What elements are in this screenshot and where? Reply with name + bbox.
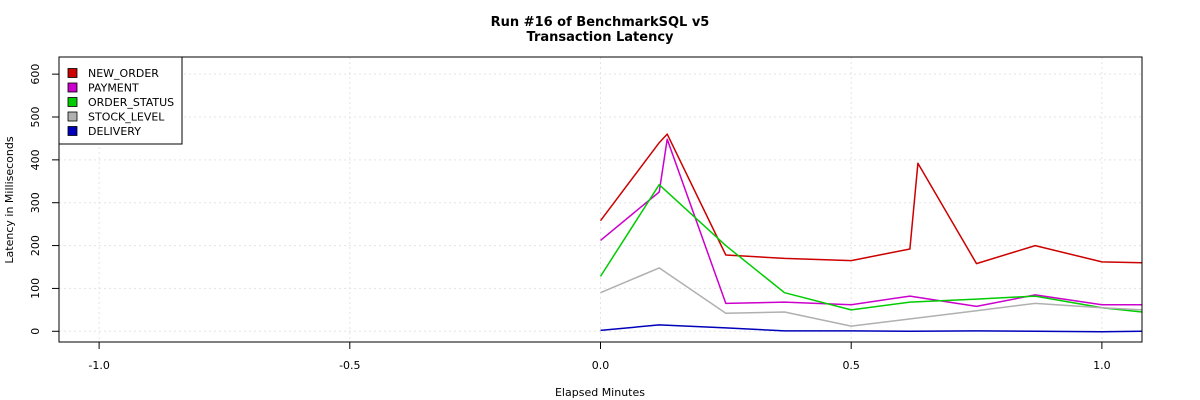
x-tick-label: 0.0 [592, 359, 610, 372]
legend-swatch-payment [67, 82, 78, 93]
legend-swatch-new-order [67, 68, 78, 78]
y-tick-label: 100 [29, 278, 42, 299]
x-axis-label: Elapsed Minutes [555, 386, 645, 399]
grid [59, 57, 1142, 342]
legend-label-order-status: ORDER_STATUS [88, 96, 174, 109]
y-tick-label: 200 [29, 235, 42, 256]
y-tick-label: 400 [29, 149, 42, 170]
y-axis-label: Latency in Milliseconds [3, 136, 16, 263]
y-tick-label: 500 [29, 107, 42, 128]
legend-swatch-order-status [67, 97, 78, 107]
series-line-new-order [599, 133, 1143, 265]
legend-label-stock-level: STOCK_LEVEL [88, 111, 165, 124]
legend-box [58, 56, 183, 145]
y-axis: 0 100 200 300 400 500 600 [29, 64, 59, 335]
x-tick-label: -0.5 [339, 359, 360, 372]
chart-title: Run #16 of BenchmarkSQL v5 [491, 15, 710, 30]
series-line-payment [600, 138, 1142, 308]
series-line-stock-level [600, 267, 1143, 327]
legend-swatch-delivery [67, 126, 78, 136]
legend-swatch-stock-level [67, 111, 78, 122]
x-tick-label: 0.5 [842, 359, 860, 372]
y-tick-label: 300 [29, 192, 42, 213]
legend-label-payment: PAYMENT [88, 82, 139, 95]
chart-subtitle: Transaction Latency [527, 30, 675, 45]
series-lines [599, 133, 1143, 333]
series-line-delivery [600, 324, 1143, 333]
x-tick-label: 1.0 [1093, 359, 1111, 372]
legend-label-delivery: DELIVERY [88, 125, 141, 138]
y-tick-label: 0 [29, 328, 42, 335]
y-tick-label: 600 [29, 64, 42, 85]
series-line-order-status [599, 183, 1143, 313]
x-tick-label: -1.0 [88, 359, 109, 372]
x-axis: -1.0 -0.5 0.0 0.5 1.0 [88, 342, 1111, 372]
legend-label-new-order: NEW_ORDER [88, 67, 159, 80]
